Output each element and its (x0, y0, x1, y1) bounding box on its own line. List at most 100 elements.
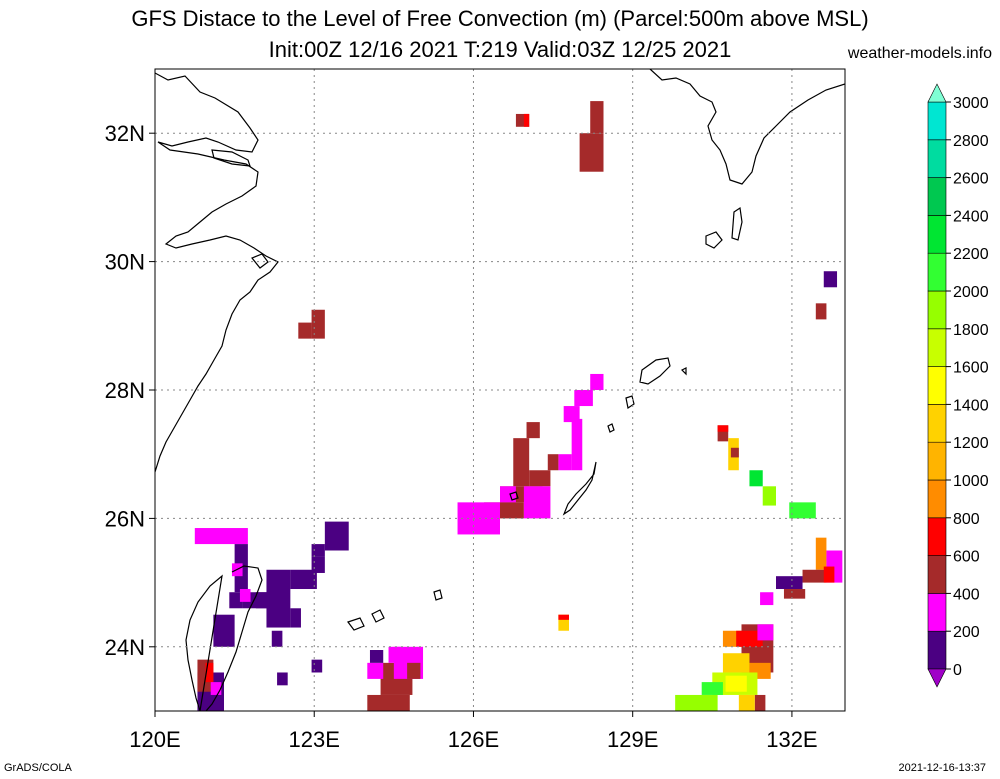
field-cell (815, 537, 827, 570)
field-cell (367, 694, 410, 711)
map-subtitle: Init:00Z 12/16 2021 T:219 Valid:03Z 12/2… (268, 37, 732, 62)
field-cell (574, 390, 593, 407)
grid-lines (155, 69, 845, 711)
field-cell (369, 650, 384, 663)
coastline-islet-4 (680, 367, 687, 376)
field-cell (526, 422, 540, 439)
field-cell (271, 630, 283, 647)
field-cell (730, 447, 739, 458)
field-cell (757, 624, 774, 641)
field-cell (590, 373, 604, 390)
colorbar-label: 2200 (953, 246, 989, 263)
colorbar-label: 0 (953, 662, 962, 679)
lon-tick-label: 129E (607, 727, 658, 752)
field-cell (523, 113, 530, 127)
field-cell (754, 694, 766, 711)
coastline-islet-2 (607, 423, 615, 433)
lat-tick-label: 28N (105, 378, 145, 403)
field-cell (210, 682, 222, 695)
field-cells (194, 101, 843, 711)
colorbar-label: 1000 (953, 473, 989, 490)
field-cell (547, 454, 559, 471)
field-cell (815, 303, 827, 320)
colorbar-label: 1800 (953, 322, 989, 339)
field-cell (571, 418, 583, 471)
coastline-islet-1 (625, 395, 635, 409)
colorbar-label: 2600 (953, 171, 989, 188)
field-cell (277, 672, 288, 686)
field-cell (457, 502, 500, 535)
field-cell (523, 486, 551, 519)
colorbar-bottom-triangle (927, 668, 947, 688)
coastline-taiwan (185, 565, 263, 711)
field-cell (255, 592, 270, 609)
field-cell (239, 589, 251, 602)
field-cell (717, 425, 729, 432)
colorbar-box (927, 252, 947, 292)
field-cell (194, 528, 248, 545)
coastline-okinawa (562, 461, 597, 516)
lat-tick-label: 24N (105, 635, 145, 660)
field-cell (760, 592, 774, 606)
field-cell (749, 470, 763, 487)
field-cell (558, 454, 572, 471)
colorbar-label: 1200 (953, 435, 989, 452)
field-cell (738, 694, 755, 711)
colorbar-label: 400 (953, 586, 980, 603)
colorbar-box (927, 328, 947, 367)
colorbar-box (927, 517, 947, 556)
colorbar-label: 2800 (953, 133, 989, 150)
field-cell (823, 566, 835, 583)
field-cell (298, 322, 312, 339)
field-cell (213, 614, 235, 647)
colorbar: 0 200 400 600 800 1000 1200 1400 1600 1800 2000 220… (927, 83, 989, 688)
field-cell (789, 502, 816, 519)
coastline-tanegashima (731, 206, 743, 241)
footer-right: 2021-12-16-13:37 (898, 762, 986, 774)
colorbar-box (927, 177, 947, 216)
axes: 120E 123E 126E 129E 132E 24N 26N 28N 30N 32N (105, 121, 818, 752)
colorbar-top-triangle (927, 83, 947, 103)
coastline-china (155, 72, 279, 473)
field-cell (229, 592, 243, 609)
colorbar-box (927, 630, 947, 670)
colorbar-box (927, 366, 947, 405)
field-cell (558, 614, 569, 620)
lat-tick-label: 30N (105, 250, 145, 275)
colorbar-label: 3000 (953, 95, 989, 112)
colorbar-box (927, 139, 947, 178)
footer-left: GrADS/COLA (4, 762, 72, 774)
lon-tick-label: 126E (448, 727, 499, 752)
colorbar-label: 2400 (953, 208, 989, 225)
site-credit: weather-models.info (847, 45, 992, 62)
field-cell (762, 486, 776, 506)
colorbar-label: 800 (953, 511, 980, 528)
field-cell (367, 662, 384, 679)
coastline-islet-5 (251, 253, 269, 269)
lon-tick-label: 132E (766, 727, 817, 752)
field-cell (407, 662, 421, 679)
colorbar-box (927, 441, 947, 481)
field-cell (388, 646, 402, 663)
field-cell (311, 544, 325, 557)
field-cell (717, 425, 729, 442)
coastline-islet-3 (509, 491, 519, 501)
colorbar-box (927, 101, 947, 141)
field-cell (701, 682, 723, 695)
field-cell (590, 101, 604, 134)
coastline-china-lake (211, 149, 251, 167)
field-cell (324, 521, 349, 551)
field-cell (311, 556, 325, 573)
map-title: GFS Distace to the Level of Free Convect… (131, 6, 869, 31)
lon-tick-label: 123E (289, 727, 340, 752)
field-cell (290, 608, 301, 628)
colorbar-box (927, 215, 947, 254)
colorbar-label: 1600 (953, 360, 989, 377)
colorbar-label: 2000 (953, 284, 989, 301)
colorbar-box (927, 593, 947, 632)
coastline-kyushu (649, 69, 845, 185)
lat-tick-label: 26N (105, 506, 145, 531)
field-cell (563, 406, 580, 423)
field-cell (722, 653, 750, 673)
colorbar-label: 600 (953, 549, 980, 566)
